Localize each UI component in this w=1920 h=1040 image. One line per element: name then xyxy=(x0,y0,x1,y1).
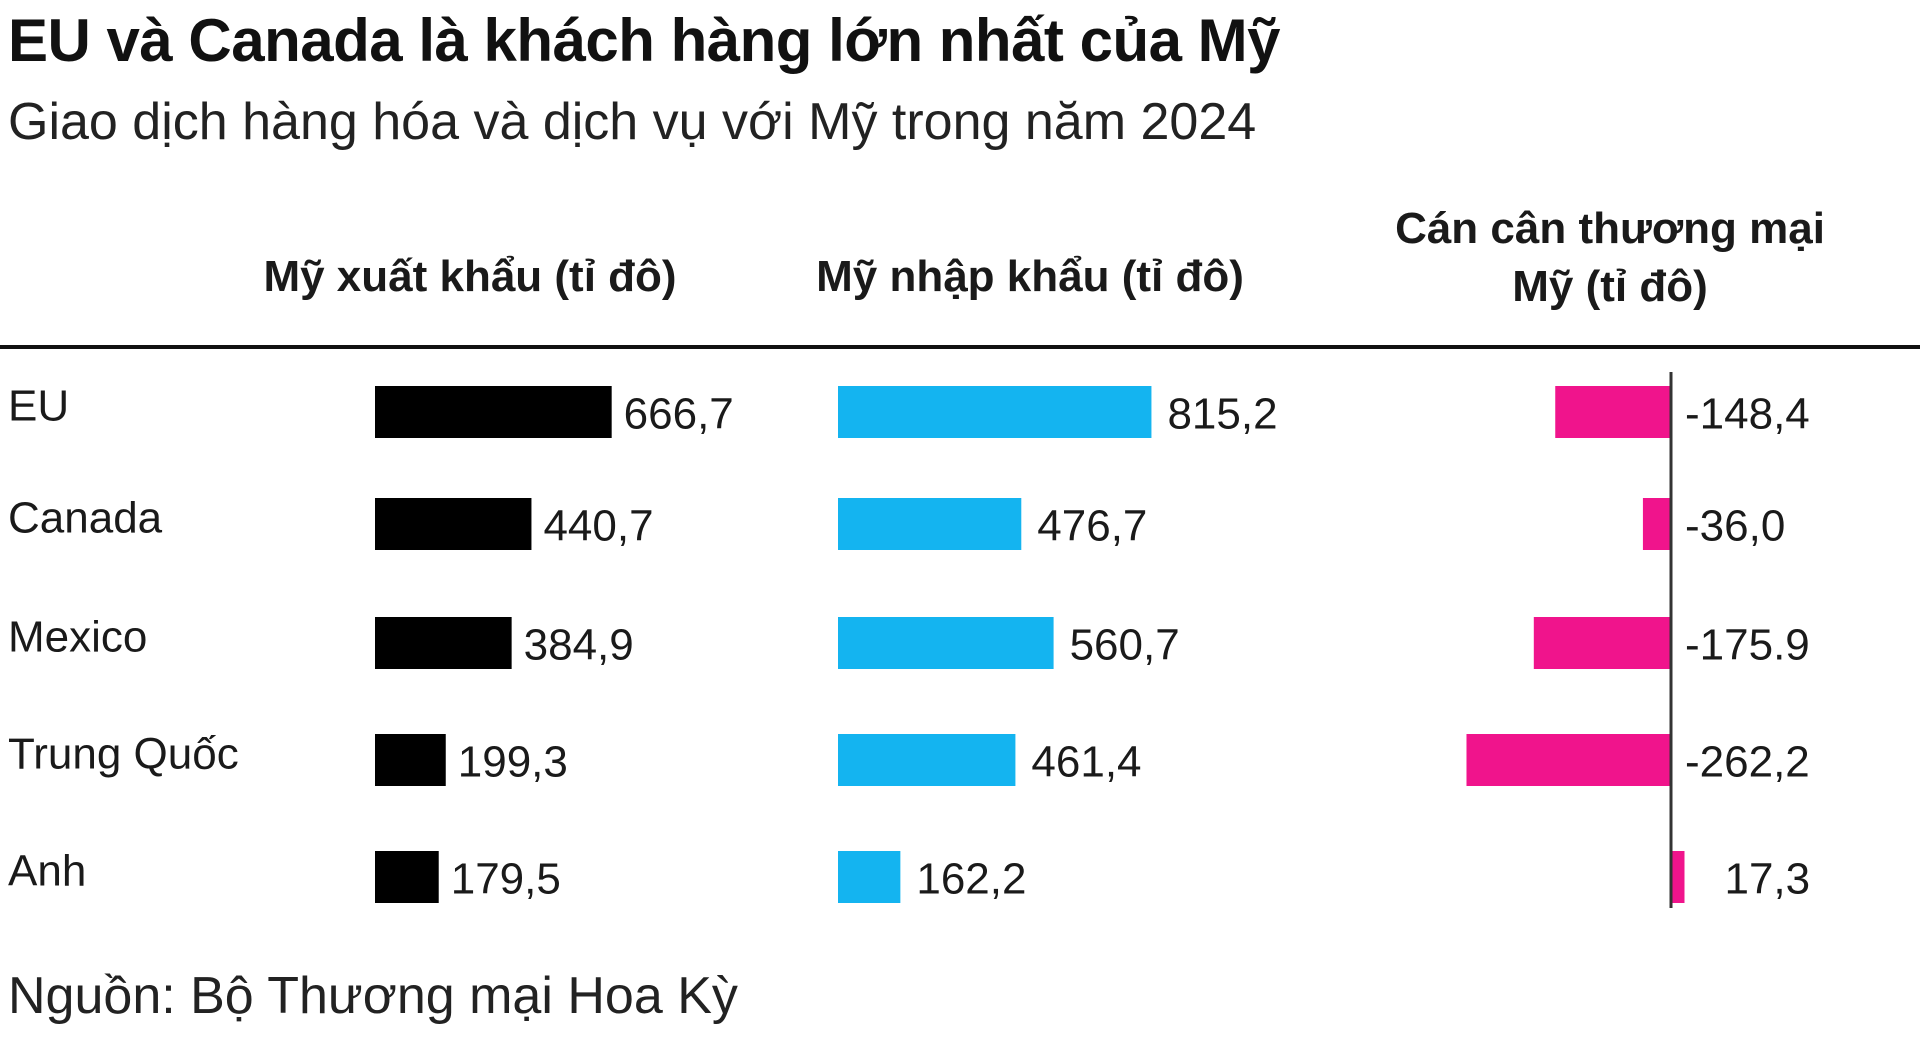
balance-value-mexico: -175.9 xyxy=(1685,621,1810,670)
import-bar-trung-quoc xyxy=(838,734,1016,786)
category-label-trung-quoc: Trung Quốc xyxy=(8,730,239,779)
category-label-canada: Canada xyxy=(8,494,163,543)
export-bar-anh xyxy=(375,851,439,903)
import-bar-eu xyxy=(838,386,1152,438)
export-value-trung-quoc: 199,3 xyxy=(458,738,568,787)
balance-value-eu: -148,4 xyxy=(1685,390,1810,439)
export-bar-trung-quoc xyxy=(375,734,446,786)
balance-column-header: Cán cân thương mại Mỹ (tỉ đô) xyxy=(1340,200,1880,316)
import-value-canada: 476,7 xyxy=(1037,502,1147,551)
balance-value-trung-quoc: -262,2 xyxy=(1685,738,1810,787)
export-bar-eu xyxy=(375,386,612,438)
export-value-mexico: 384,9 xyxy=(524,621,634,670)
export-value-canada: 440,7 xyxy=(543,502,653,551)
source-note: Nguồn: Bộ Thương mại Hoa Kỳ xyxy=(8,967,738,1025)
balance-value-canada: -36,0 xyxy=(1685,502,1785,551)
import-bar-mexico xyxy=(838,617,1054,669)
export-value-eu: 666,7 xyxy=(624,390,734,439)
balance-bar-anh xyxy=(1671,851,1685,903)
import-value-eu: 815,2 xyxy=(1167,390,1277,439)
balance-bar-canada xyxy=(1642,498,1671,550)
export-column-header: Mỹ xuất khẩu (tỉ đô) xyxy=(263,252,677,301)
balance-header-line1: Cán cân thương mại xyxy=(1395,204,1825,253)
balance-bar-mexico xyxy=(1533,617,1671,669)
import-value-anh: 162,2 xyxy=(916,855,1026,904)
balance-bar-trung-quoc xyxy=(1466,734,1671,786)
category-label-anh: Anh xyxy=(8,847,86,896)
category-label-mexico: Mexico xyxy=(8,613,147,662)
balance-value-anh: 17,3 xyxy=(1724,855,1810,904)
import-value-trung-quoc: 461,4 xyxy=(1031,738,1141,787)
export-bar-mexico xyxy=(375,617,512,669)
export-bar-canada xyxy=(375,498,532,550)
import-bar-canada xyxy=(838,498,1022,550)
chart-title: EU và Canada là khách hàng lớn nhất của … xyxy=(8,7,1281,74)
export-value-anh: 179,5 xyxy=(451,855,561,904)
import-column-header: Mỹ nhập khẩu (tỉ đô) xyxy=(816,252,1244,301)
balance-bar-eu xyxy=(1555,386,1671,438)
header-rule xyxy=(0,345,1920,349)
chart-subtitle: Giao dịch hàng hóa và dịch vụ với Mỹ tro… xyxy=(8,93,1257,151)
import-bar-anh xyxy=(838,851,901,903)
category-label-eu: EU xyxy=(8,382,69,431)
balance-header-line2: Mỹ (tỉ đô) xyxy=(1512,262,1708,311)
import-value-mexico: 560,7 xyxy=(1070,621,1180,670)
